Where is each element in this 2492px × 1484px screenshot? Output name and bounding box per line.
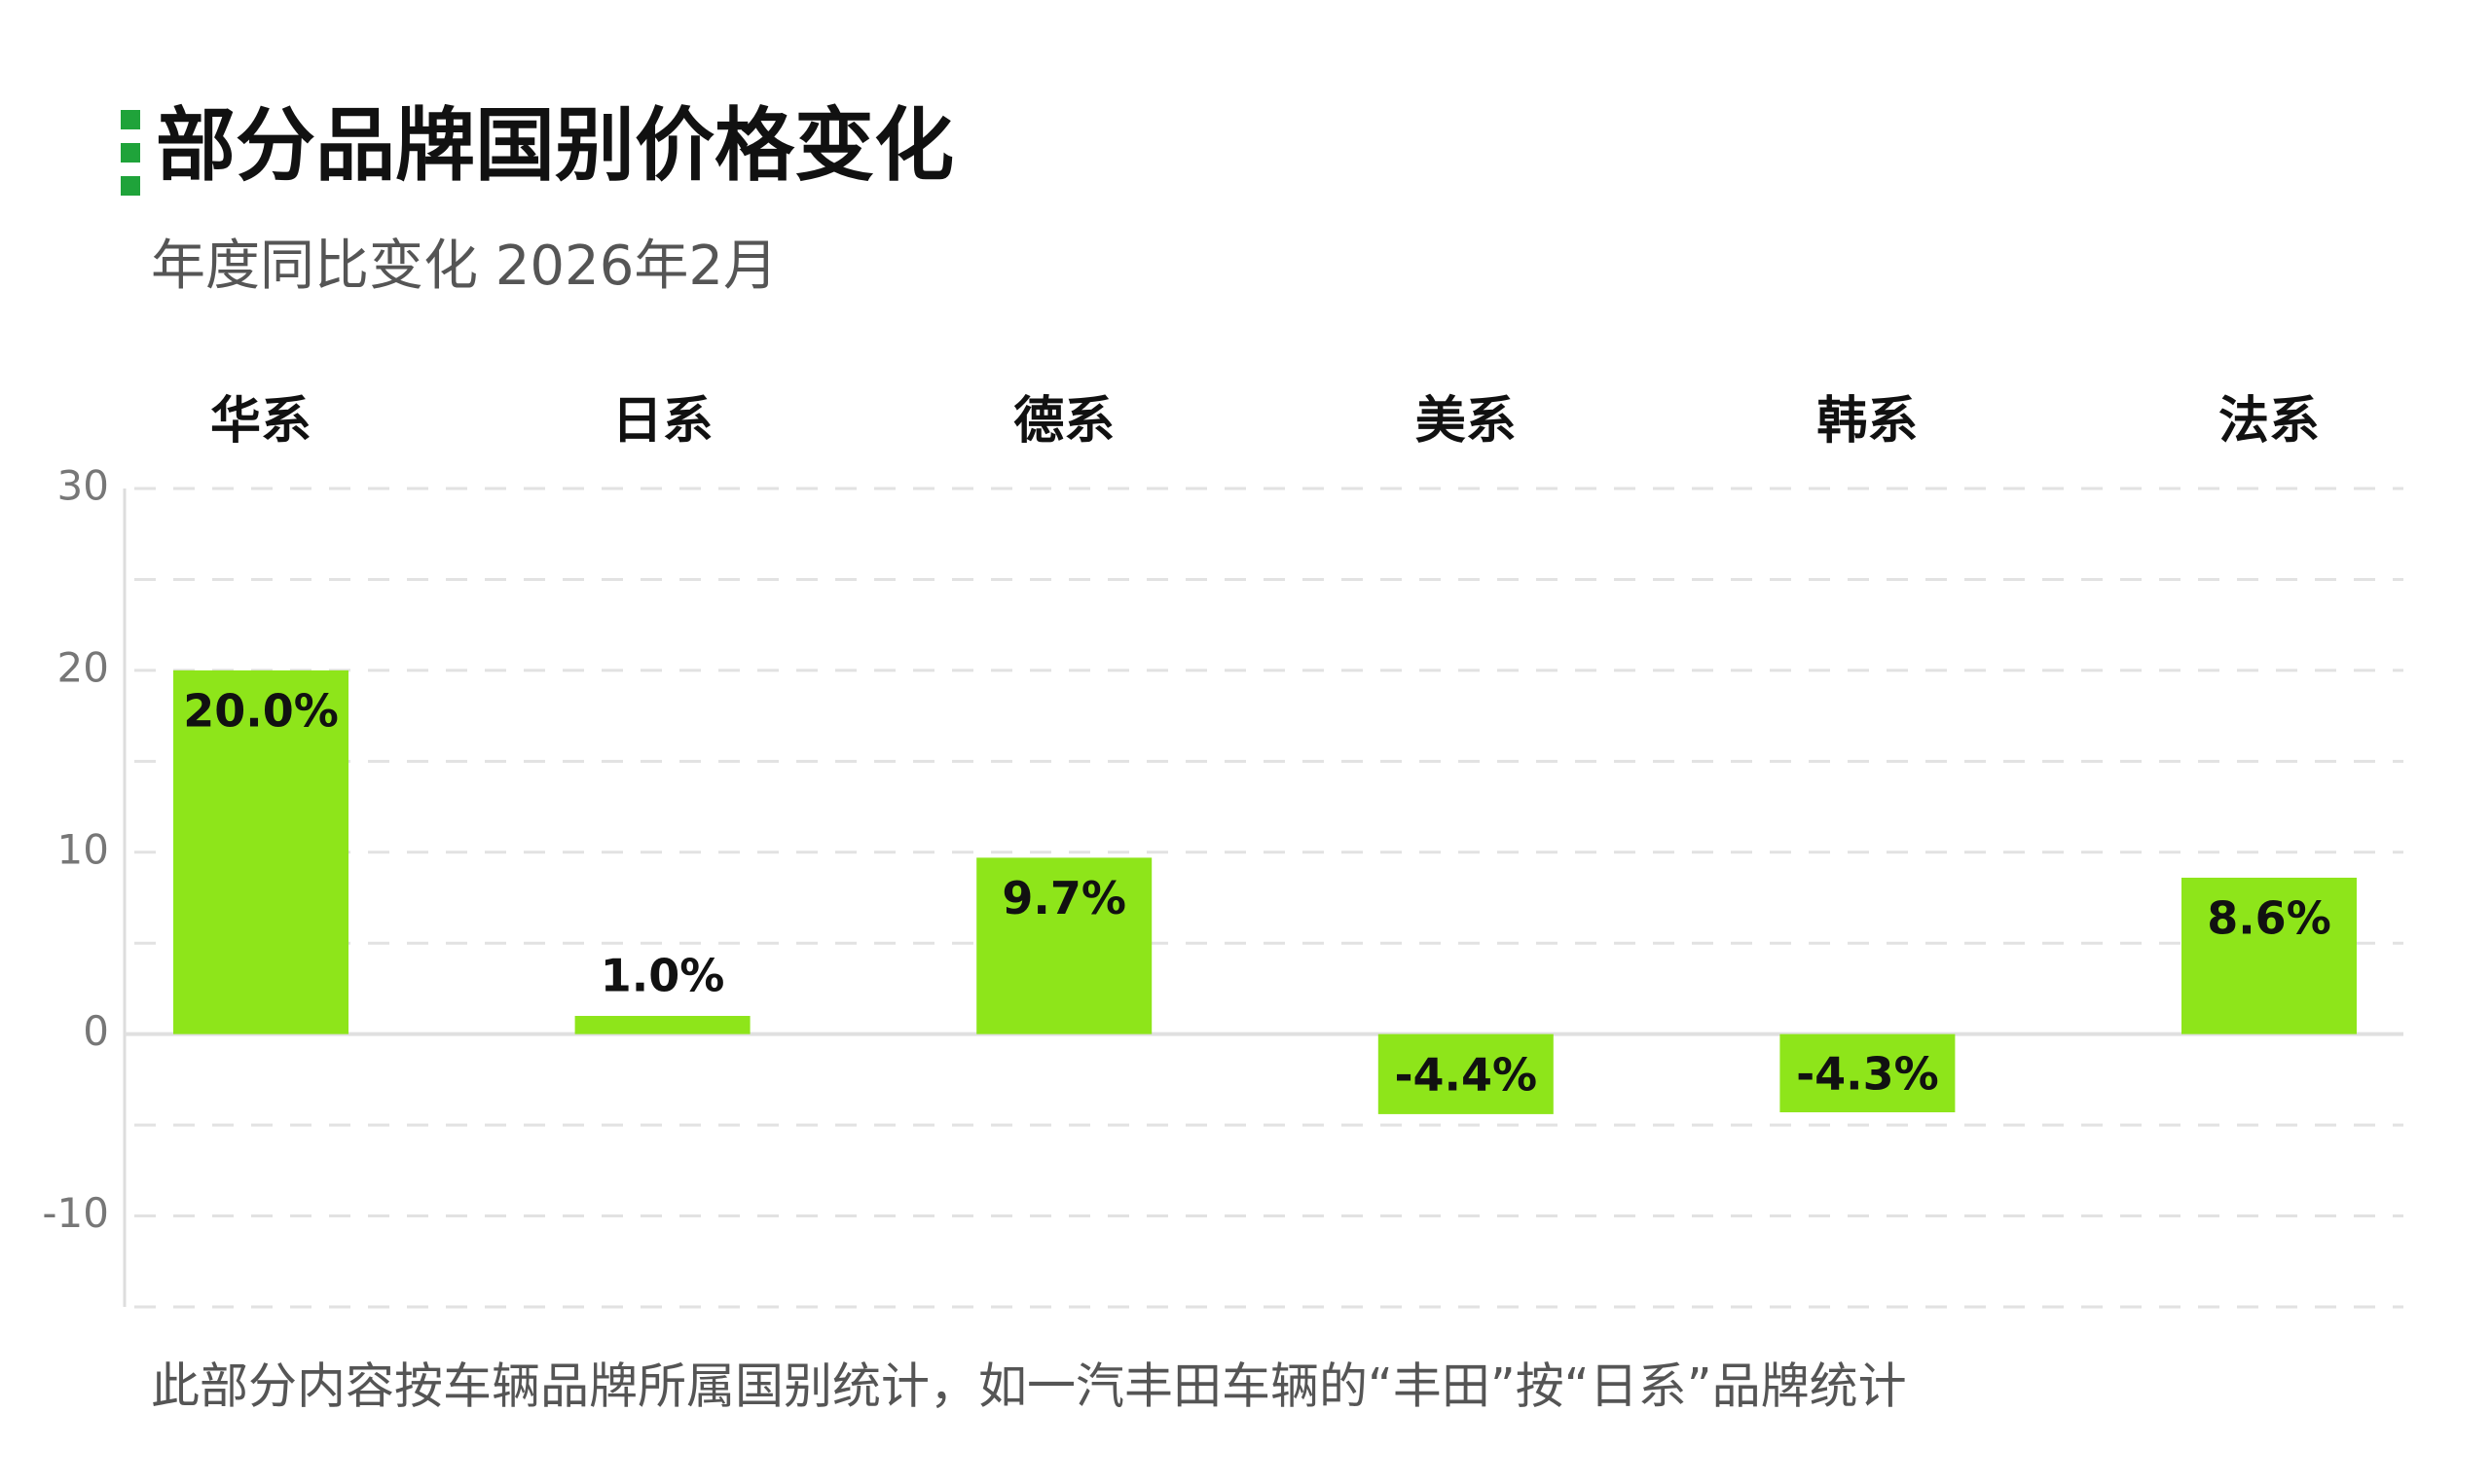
- category-label: 美系: [1415, 392, 1517, 451]
- value-label: 8.6%: [2207, 891, 2331, 944]
- bar: [2181, 877, 2357, 1034]
- value-label: -4.4%: [1394, 1048, 1537, 1101]
- title-marker: [121, 176, 140, 196]
- y-tick-label: 10: [57, 825, 109, 873]
- category-label: 德系: [1013, 392, 1115, 451]
- category-label: 韩系: [1816, 392, 1918, 451]
- value-label: 9.7%: [1002, 872, 1126, 924]
- value-label: -4.3%: [1796, 1047, 1939, 1100]
- chart-subtitle: 年度同比变化 2026年2月: [151, 235, 778, 298]
- y-tick-label: -10: [42, 1189, 109, 1237]
- bar: [173, 670, 348, 1034]
- chart-title: 部分品牌国别价格变化: [156, 98, 954, 192]
- footnote: 此部分内容按车辆品牌所属国别统计，如一汽丰田车辆的“丰田”按“日系”品牌统计: [151, 1358, 1907, 1415]
- value-label: 20.0%: [183, 684, 339, 737]
- bar: [1779, 1033, 1956, 1113]
- value-label: 1.0%: [601, 949, 725, 1001]
- y-tick-label: 20: [57, 643, 109, 691]
- y-tick-label: 0: [83, 1007, 109, 1055]
- bar: [1377, 1033, 1554, 1114]
- category-label: 法系: [2218, 392, 2320, 451]
- title-marker: [121, 143, 140, 163]
- category-label: 华系: [210, 392, 312, 451]
- bar: [976, 857, 1153, 1034]
- title-marker: [121, 110, 140, 129]
- y-tick-label: 30: [57, 462, 109, 510]
- category-label: 日系: [612, 392, 714, 451]
- bar: [574, 1015, 751, 1034]
